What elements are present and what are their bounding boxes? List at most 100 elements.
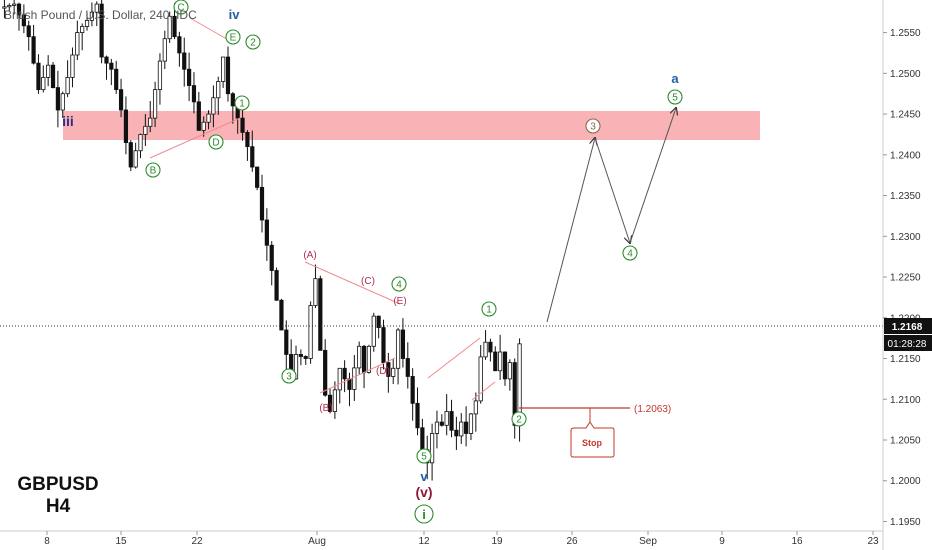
candle-body <box>123 109 129 143</box>
wave-label-D: (D) <box>376 366 390 377</box>
svg-text:B: B <box>150 166 157 177</box>
candle-body <box>36 62 41 91</box>
candle-body <box>114 68 119 91</box>
time-tick-label: 12 <box>418 536 430 547</box>
svg-text:4: 4 <box>396 280 402 291</box>
candle-body <box>415 402 420 429</box>
candle-body <box>128 142 133 168</box>
wave-circle-5: 5 <box>416 448 432 464</box>
wave-trendlines <box>149 17 496 401</box>
candle-body <box>313 278 318 306</box>
candle-body <box>352 367 357 390</box>
candle-body <box>308 305 313 359</box>
candle-body <box>371 315 376 347</box>
candle-body <box>172 15 177 38</box>
candle-body <box>269 244 274 271</box>
wave-circle-C: C <box>173 0 189 15</box>
time-tick-label: 9 <box>719 536 725 547</box>
time-tick-label: 23 <box>867 536 879 547</box>
candle-body <box>250 146 255 168</box>
countdown-value: 01:28:28 <box>888 339 927 350</box>
candle-body <box>434 421 440 434</box>
price-tick-label: 1.2400 <box>890 150 921 161</box>
svg-text:3: 3 <box>286 372 292 383</box>
candle-body <box>162 38 167 62</box>
wave-circle-1-left: 1 <box>234 95 250 111</box>
candle-body <box>279 299 284 331</box>
wave-label-A: (A) <box>303 250 316 261</box>
time-tick-label: Aug <box>308 536 326 547</box>
resistance-zone <box>63 111 760 140</box>
symbol-timeframe: H4 <box>45 496 71 517</box>
candle-body <box>303 356 308 359</box>
candle-body <box>498 351 503 372</box>
svg-text:1: 1 <box>486 305 492 316</box>
candle-body <box>488 341 493 353</box>
time-tick-label: Sep <box>639 536 657 547</box>
svg-text:5: 5 <box>672 93 678 104</box>
price-tick-label: 1.1950 <box>890 517 921 528</box>
price-tick-label: 1.2150 <box>890 354 921 365</box>
wave-circle-2: 2 <box>511 411 527 427</box>
wave-circle-5-projected: 5 <box>667 89 683 105</box>
price-tick-label: 1.2450 <box>890 110 921 121</box>
projection-path <box>546 108 676 323</box>
candle-body <box>50 64 56 88</box>
wave-circle-3: 3 <box>281 368 297 384</box>
candle-body <box>478 356 483 402</box>
candle-body <box>157 60 163 91</box>
candle-body <box>138 134 143 152</box>
candle-body <box>327 394 333 412</box>
candle-body <box>60 93 65 111</box>
candle-body <box>332 389 337 412</box>
wave-label-a: a <box>671 71 679 86</box>
candle-body <box>16 3 22 16</box>
candle-body <box>323 349 328 396</box>
candle-body <box>55 87 60 111</box>
current-price-value: 1.2168 <box>892 322 923 333</box>
candle-body <box>99 3 104 58</box>
candle-body <box>65 77 70 95</box>
time-tick-label: 15 <box>115 536 127 547</box>
candle-body <box>75 32 80 56</box>
candle-body <box>264 219 269 246</box>
candle-body <box>206 113 211 123</box>
candle-body <box>31 36 36 64</box>
time-tick-label: 19 <box>491 536 503 547</box>
wave-circle-B: B <box>145 162 161 178</box>
candle-body <box>391 367 396 377</box>
candle-body <box>89 11 95 21</box>
candle-body <box>255 166 260 188</box>
candle-body <box>429 433 435 464</box>
price-tick-label: 1.2000 <box>890 476 921 487</box>
candle-body <box>342 367 347 380</box>
price-tick-label: 1.2350 <box>890 191 921 202</box>
candle-body <box>318 278 323 351</box>
candle-body <box>12 3 17 6</box>
candle-body <box>2 6 7 9</box>
candle-body <box>191 85 197 103</box>
candle-body <box>245 132 250 148</box>
candle-body <box>361 345 367 373</box>
candle-body <box>118 89 124 111</box>
wave-label-B: (B) <box>319 403 332 414</box>
candle-body <box>211 97 216 115</box>
candle-body <box>376 315 381 328</box>
svg-text:E: E <box>230 33 237 44</box>
wave-label-iv: iv <box>229 7 241 22</box>
price-tick-label: 1.2050 <box>890 436 921 447</box>
candle-body <box>439 421 444 426</box>
candle-body <box>274 270 279 301</box>
candle-body <box>454 429 459 437</box>
time-tick-label: 22 <box>191 536 203 547</box>
candle-body <box>410 376 415 404</box>
wave-circle-1: 1 <box>481 301 497 317</box>
candle-body <box>230 93 235 107</box>
candle-body <box>507 362 512 380</box>
candle-body <box>143 125 148 135</box>
candle-body <box>167 15 172 40</box>
candle-body <box>502 351 508 380</box>
candle-body <box>449 411 454 431</box>
time-axis: 8 15 22 Aug 12 19 26 Sep 9 16 23 <box>0 530 883 547</box>
